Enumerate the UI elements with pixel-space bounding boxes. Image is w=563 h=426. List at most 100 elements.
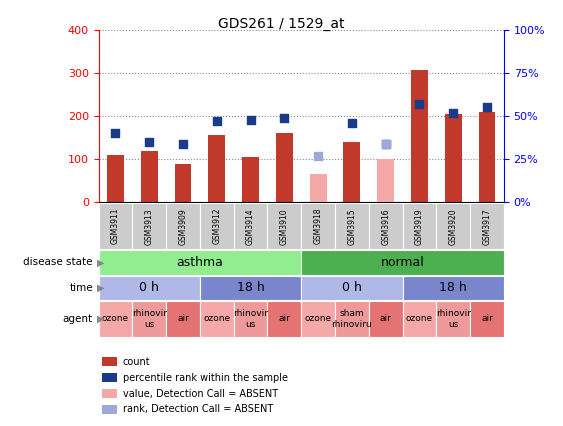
Bar: [99, 276, 200, 300]
Text: agent: agent: [62, 314, 93, 324]
Point: [111, 130, 120, 137]
Point: [246, 116, 255, 123]
Text: normal: normal: [381, 256, 425, 269]
Bar: [200, 276, 301, 300]
Text: rank, Detection Call = ABSENT: rank, Detection Call = ABSENT: [123, 405, 273, 414]
Text: GSM3912: GSM3912: [212, 208, 221, 245]
Bar: [301, 276, 403, 300]
Text: asthma: asthma: [176, 256, 224, 269]
Point: [482, 104, 491, 111]
Bar: [267, 203, 301, 249]
Bar: [132, 301, 166, 337]
Bar: [301, 250, 504, 275]
Bar: [234, 301, 267, 337]
Bar: [403, 276, 504, 300]
Bar: [445, 114, 462, 202]
Point: [347, 120, 356, 127]
Bar: [411, 69, 428, 202]
Text: rhinovir
us: rhinovir us: [233, 309, 268, 328]
Text: time: time: [69, 283, 93, 293]
Bar: [101, 357, 117, 366]
Bar: [141, 151, 158, 202]
Point: [212, 118, 221, 125]
Text: air: air: [481, 314, 493, 323]
Point: [178, 140, 187, 147]
Text: air: air: [278, 314, 291, 323]
Text: value, Detection Call = ABSENT: value, Detection Call = ABSENT: [123, 389, 278, 398]
Bar: [276, 133, 293, 202]
Bar: [479, 112, 495, 202]
Text: GSM3910: GSM3910: [280, 208, 289, 245]
Bar: [99, 301, 132, 337]
Bar: [101, 373, 117, 382]
Bar: [301, 301, 335, 337]
Text: GSM3920: GSM3920: [449, 208, 458, 245]
Text: ozone: ozone: [305, 314, 332, 323]
Bar: [166, 203, 200, 249]
Text: ozone: ozone: [203, 314, 230, 323]
Bar: [175, 164, 191, 202]
Bar: [343, 142, 360, 202]
Text: GSM3913: GSM3913: [145, 208, 154, 245]
Bar: [99, 250, 301, 275]
Bar: [470, 301, 504, 337]
Bar: [242, 157, 259, 202]
Text: GSM3911: GSM3911: [111, 208, 120, 245]
Text: GSM3918: GSM3918: [314, 208, 323, 245]
Bar: [436, 301, 470, 337]
Bar: [377, 159, 394, 202]
Text: GSM3909: GSM3909: [178, 208, 187, 245]
Text: ozone: ozone: [406, 314, 433, 323]
Text: ozone: ozone: [102, 314, 129, 323]
Text: 0 h: 0 h: [342, 282, 362, 294]
Bar: [310, 174, 327, 202]
Text: rhinovir
us: rhinovir us: [132, 309, 167, 328]
Text: air: air: [379, 314, 392, 323]
Text: GSM3917: GSM3917: [482, 208, 491, 245]
Text: GSM3919: GSM3919: [415, 208, 424, 245]
Point: [449, 109, 458, 116]
Text: 18 h: 18 h: [236, 282, 265, 294]
Point: [381, 140, 390, 147]
Text: ▶: ▶: [97, 283, 105, 293]
Bar: [267, 301, 301, 337]
Text: rhinovir
us: rhinovir us: [436, 309, 471, 328]
Point: [280, 115, 289, 121]
Text: air: air: [177, 314, 189, 323]
Point: [415, 101, 424, 107]
Bar: [101, 389, 117, 398]
Bar: [234, 203, 267, 249]
Text: disease state: disease state: [24, 257, 93, 268]
Text: GSM3916: GSM3916: [381, 208, 390, 245]
Bar: [335, 203, 369, 249]
Point: [145, 138, 154, 145]
Bar: [200, 203, 234, 249]
Bar: [369, 301, 403, 337]
Point: [314, 153, 323, 159]
Text: ▶: ▶: [97, 257, 105, 268]
Text: GDS261 / 1529_at: GDS261 / 1529_at: [218, 17, 345, 31]
Bar: [208, 135, 225, 202]
Bar: [107, 155, 124, 202]
Text: 18 h: 18 h: [439, 282, 467, 294]
Bar: [301, 203, 335, 249]
Text: sham
rhinoviru: sham rhinoviru: [332, 309, 372, 328]
Bar: [200, 301, 234, 337]
Bar: [99, 203, 132, 249]
Bar: [436, 203, 470, 249]
Bar: [470, 203, 504, 249]
Bar: [166, 301, 200, 337]
Bar: [369, 203, 403, 249]
Bar: [403, 301, 436, 337]
Text: GSM3915: GSM3915: [347, 208, 356, 245]
Text: 0 h: 0 h: [139, 282, 159, 294]
Bar: [403, 203, 436, 249]
Text: ▶: ▶: [97, 314, 105, 324]
Text: count: count: [123, 357, 150, 366]
Point: [381, 140, 390, 147]
Bar: [335, 301, 369, 337]
Bar: [101, 405, 117, 414]
Text: GSM3914: GSM3914: [246, 208, 255, 245]
Bar: [132, 203, 166, 249]
Text: percentile rank within the sample: percentile rank within the sample: [123, 373, 288, 383]
